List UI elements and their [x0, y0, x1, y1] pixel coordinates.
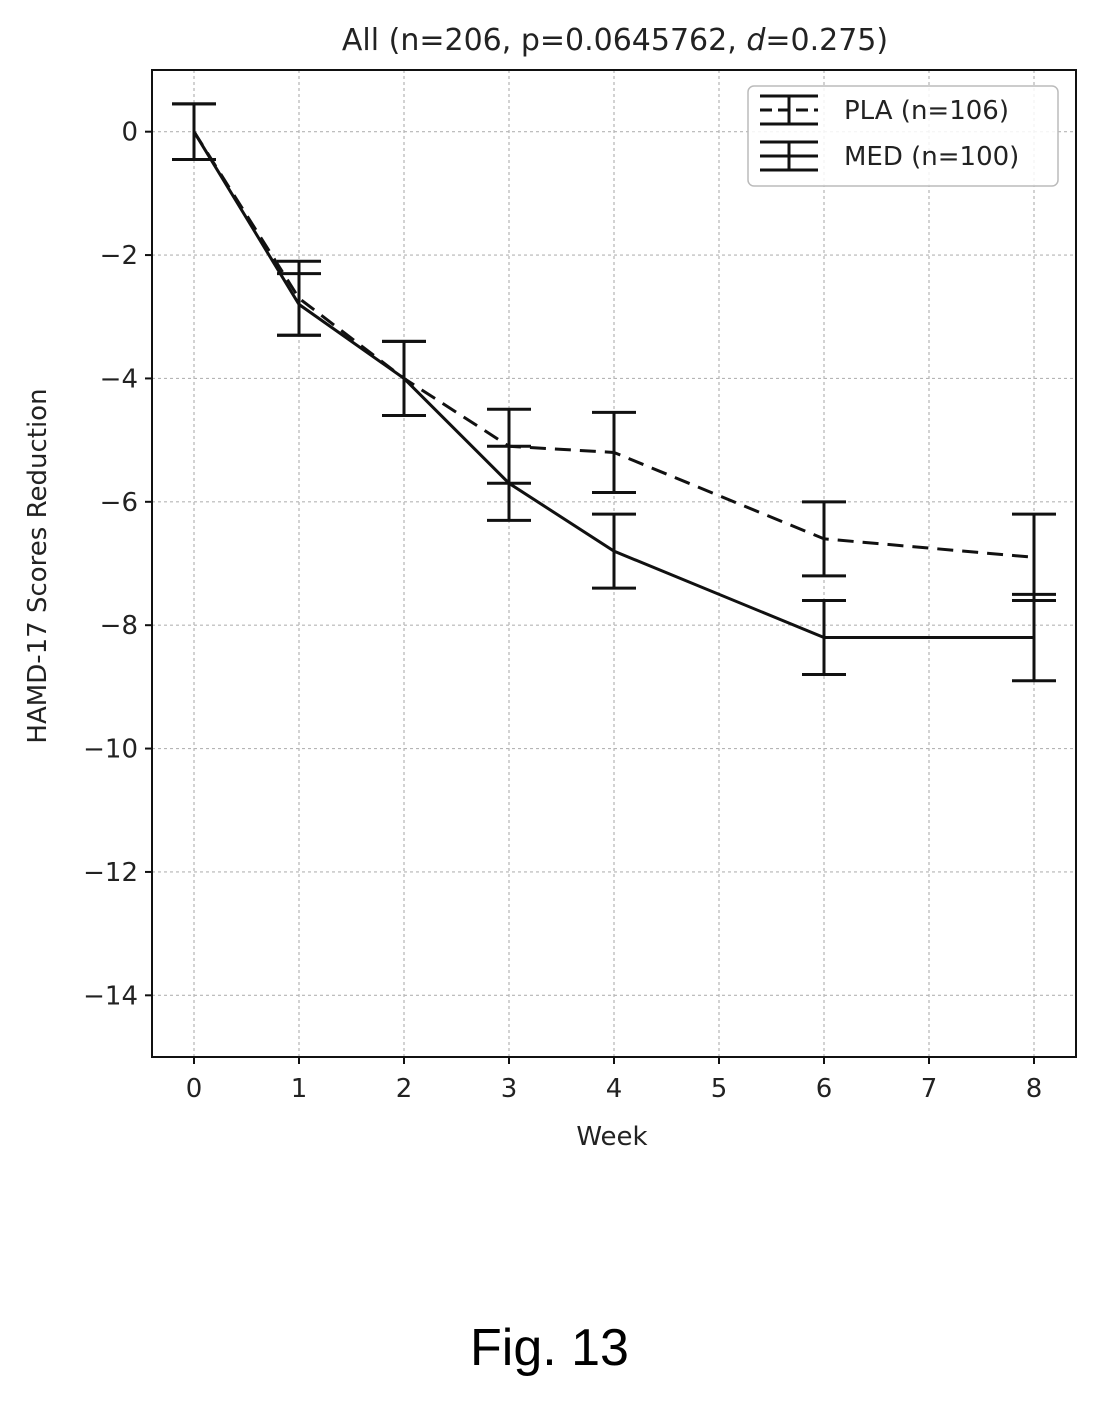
x-ticks: 0 1 2 3 4 5 6 7 8 [186, 1057, 1043, 1104]
legend-label: MED (n=100) [844, 142, 1019, 172]
y-tick-label: 0 [121, 118, 138, 148]
x-tick-label: 6 [816, 1074, 833, 1104]
y-tick-label: −8 [100, 611, 138, 641]
error-bar [1012, 592, 1056, 683]
y-tick-label: −6 [100, 488, 138, 518]
legend: PLA (n=106) MED (n=100) [747, 85, 1059, 187]
series-2 [172, 102, 1056, 683]
chart-title: All (n=206, p=0.0645762, d=0.275) [342, 23, 888, 58]
x-tick-label: 8 [1026, 1074, 1043, 1104]
legend-item: MED (n=100) [760, 140, 1019, 172]
figure-caption: Fig. 13 [470, 1319, 629, 1377]
error-bar [172, 102, 216, 161]
chart: 0 1 2 3 4 5 6 7 8 0 −2 −4 −6 −8 −10 −12 −14 All (n=206,… [23, 23, 1077, 1152]
x-tick-label: 3 [501, 1074, 518, 1104]
x-axis-label: Week [576, 1122, 647, 1152]
y-tick-label: −14 [83, 981, 138, 1011]
error-bar [802, 500, 846, 578]
error-bar [277, 272, 321, 337]
x-tick-label: 7 [921, 1074, 938, 1104]
y-tick-label: −12 [83, 858, 138, 888]
x-tick-label: 4 [606, 1074, 623, 1104]
x-tick-label: 0 [186, 1074, 203, 1104]
plot-series [172, 102, 1056, 683]
x-tick-label: 5 [711, 1074, 728, 1104]
y-tick-label: −4 [100, 364, 138, 394]
legend-item: PLA (n=106) [760, 94, 1009, 126]
error-bar [487, 444, 531, 522]
y-ticks: 0 −2 −4 −6 −8 −10 −12 −14 [83, 118, 152, 1011]
y-axis-label: HAMD-17 Scores Reduction [23, 388, 53, 743]
error-bar [802, 599, 846, 677]
error-bar [382, 339, 426, 417]
legend-label: PLA (n=106) [844, 96, 1009, 126]
error-bar [592, 410, 636, 495]
x-tick-label: 2 [396, 1074, 413, 1104]
y-tick-label: −2 [100, 241, 138, 271]
legend-box [747, 85, 1059, 187]
error-bar [592, 512, 636, 590]
y-tick-label: −10 [83, 735, 138, 765]
x-tick-label: 1 [291, 1074, 308, 1104]
